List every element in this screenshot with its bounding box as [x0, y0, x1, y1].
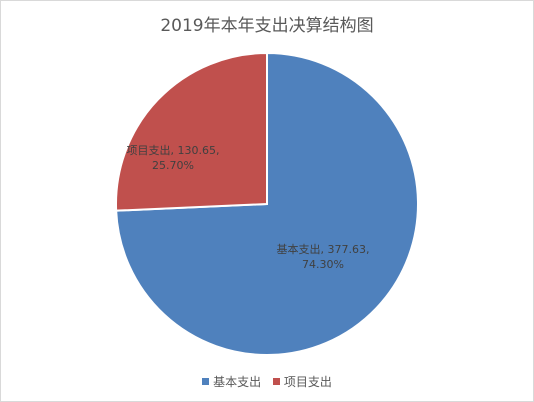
- data-label-project: 项目支出, 130.65, 25.70%: [127, 143, 220, 172]
- pie-chart: 基本支出, 377.63, 74.30% 项目支出, 130.65, 25.70%: [115, 51, 419, 356]
- legend-swatch-project: [272, 378, 280, 385]
- legend-label-basic: 基本支出: [213, 375, 262, 389]
- legend-label-project: 项目支出: [283, 375, 332, 389]
- legend-swatch-basic: [202, 378, 210, 385]
- chart-title: 2019年本年支出决算结构图: [160, 16, 374, 36]
- legend: 基本支出 项目支出: [1, 373, 533, 390]
- legend-item-project: 项目支出: [272, 373, 332, 390]
- data-label-basic: 基本支出, 377.63, 74.30%: [277, 242, 370, 271]
- legend-item-basic: 基本支出: [202, 373, 261, 390]
- pie-slice-project: [115, 51, 268, 212]
